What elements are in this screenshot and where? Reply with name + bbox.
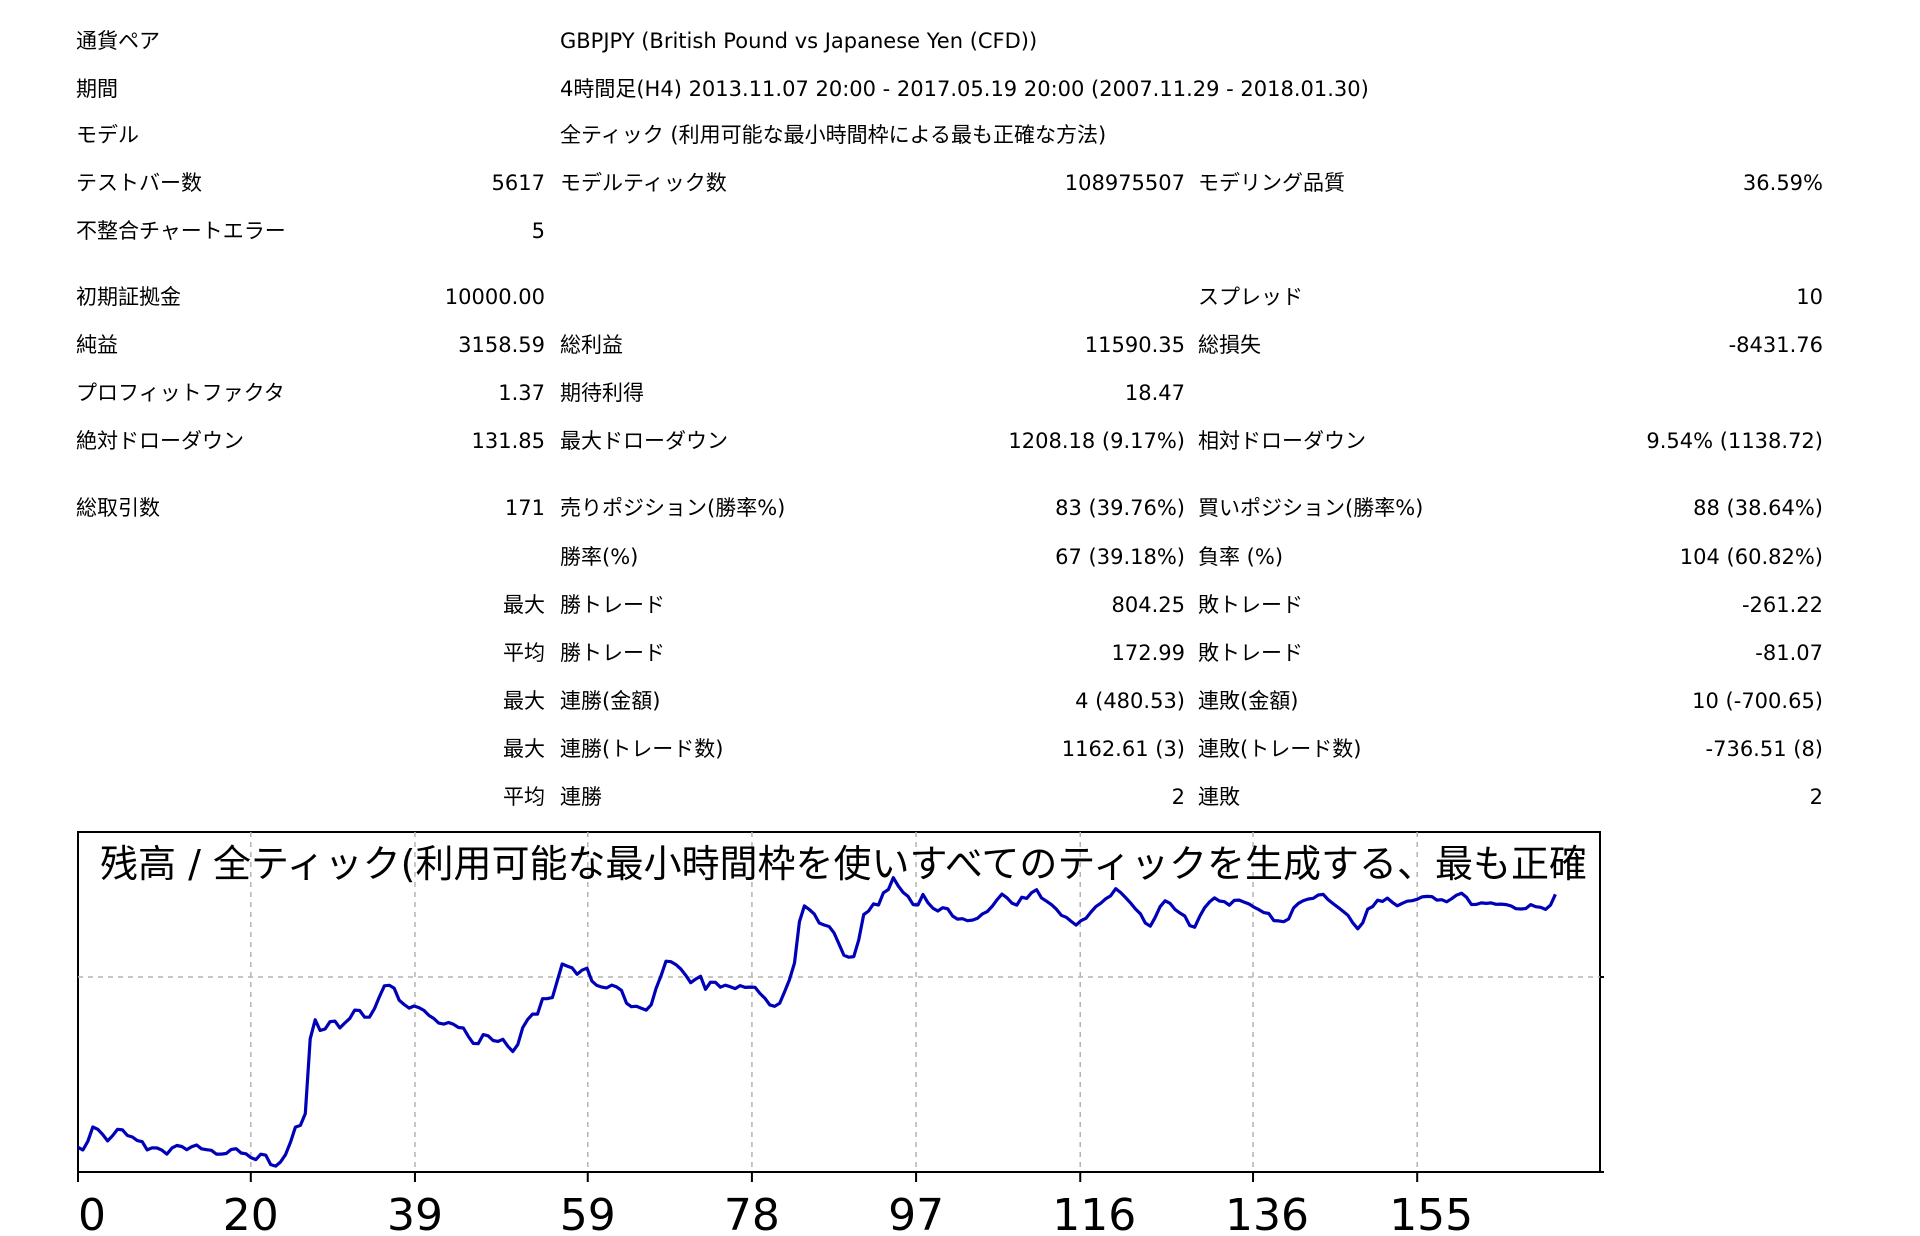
report-l2-row-3: モデルティック数: [560, 171, 727, 195]
report-v1-row-5: 10000.00: [444, 285, 545, 309]
report-v2-row-10: 67 (39.18%): [1055, 545, 1185, 569]
report-l2-row-14: 連勝(トレード数): [560, 737, 724, 761]
report-v1-row-4: 5: [531, 219, 545, 243]
report-l2-row-2: 全ティック (利用可能な最小時間枠による最も正確な方法): [560, 123, 1107, 147]
x-tick-label: 59: [560, 1190, 616, 1236]
x-tick-label: 116: [1052, 1190, 1136, 1236]
report-v2-row-14: 1162.61 (3): [1061, 737, 1185, 761]
chart-title: 残高 / 全ティック(利用可能な最小時間枠を使いすべてのティックを生成する、最も…: [100, 842, 1590, 886]
report-v1-row-13: 最大: [503, 689, 545, 713]
report-v2-row-6: 11590.35: [1084, 333, 1185, 357]
report-v3-row-5: 10: [1796, 285, 1823, 309]
report-v3-row-9: 88 (38.64%): [1693, 496, 1823, 520]
balance-chart-svg: 02039597897116136155975711673: [77, 831, 1604, 1236]
report-v1-row-8: 131.85: [471, 429, 545, 453]
report-v3-row-12: -81.07: [1755, 641, 1823, 665]
report-v2-row-13: 4 (480.53): [1075, 689, 1185, 713]
report-l1-row-2: モデル: [76, 123, 139, 147]
x-tick-label: 20: [223, 1190, 279, 1236]
report-v1-row-3: 5617: [491, 171, 545, 195]
chart-plot-frame: [77, 831, 1601, 1173]
x-tick-label: 136: [1225, 1190, 1309, 1236]
report-l2-row-11: 勝トレード: [560, 593, 665, 617]
x-tick-label: 97: [888, 1190, 944, 1236]
report-l2-row-13: 連勝(金額): [560, 689, 661, 713]
report-l3-row-14: 連敗(トレード数): [1198, 737, 1362, 761]
report-l3-row-5: スプレッド: [1198, 285, 1303, 309]
report-v3-row-8: 9.54% (1138.72): [1646, 429, 1823, 453]
report-l2-row-6: 総利益: [560, 333, 623, 357]
report-l1-row-5: 初期証拠金: [76, 285, 181, 309]
report-l2-row-12: 勝トレード: [560, 641, 665, 665]
x-tick-label: 0: [78, 1190, 106, 1236]
report-l3-row-10: 負率 (%): [1198, 545, 1284, 569]
report-l1-row-3: テストバー数: [76, 171, 202, 195]
report-l3-row-15: 連敗: [1198, 785, 1240, 809]
report-v1-row-6: 3158.59: [458, 333, 545, 357]
report-v2-row-3: 108975507: [1064, 171, 1185, 195]
report-v3-row-15: 2: [1809, 785, 1823, 809]
report-l3-row-3: モデリング品質: [1198, 171, 1345, 195]
report-l3-row-6: 総損失: [1198, 333, 1261, 357]
x-tick-label: 39: [387, 1190, 443, 1236]
report-l2-row-0: GBPJPY (British Pound vs Japanese Yen (C…: [560, 29, 1038, 53]
report-v2-row-9: 83 (39.76%): [1055, 496, 1185, 520]
report-v2-row-11: 804.25: [1111, 593, 1185, 617]
report-l1-row-8: 絶対ドローダウン: [76, 429, 244, 453]
report-v1-row-7: 1.37: [498, 381, 545, 405]
report-v1-row-9: 171: [504, 496, 545, 520]
report-l1-row-9: 総取引数: [76, 496, 160, 520]
report-l3-row-12: 敗トレード: [1198, 641, 1303, 665]
x-tick-label: 155: [1389, 1190, 1473, 1236]
report-l3-row-9: 買いポジション(勝率%): [1198, 496, 1424, 520]
report-l2-row-8: 最大ドローダウン: [560, 429, 728, 453]
report-l1-row-7: プロフィットファクタ: [76, 381, 285, 405]
report-v3-row-11: -261.22: [1741, 593, 1823, 617]
report-v1-row-11: 最大: [503, 593, 545, 617]
report-l2-row-1: 4時間足(H4) 2013.11.07 20:00 - 2017.05.19 2…: [560, 77, 1369, 101]
report-v3-row-13: 10 (-700.65): [1692, 689, 1823, 713]
report-v2-row-8: 1208.18 (9.17%): [1008, 429, 1185, 453]
report-l1-row-6: 純益: [76, 333, 118, 357]
report-l2-row-7: 期待利得: [560, 381, 644, 405]
report-v2-row-15: 2: [1171, 785, 1185, 809]
report-l1-row-0: 通貨ペア: [76, 29, 160, 53]
report-l2-row-10: 勝率(%): [560, 545, 639, 569]
report-l3-row-11: 敗トレード: [1198, 593, 1303, 617]
report-l1-row-4: 不整合チャートエラー: [76, 219, 286, 243]
x-tick-label: 78: [724, 1190, 780, 1236]
report-v2-row-7: 18.47: [1124, 381, 1185, 405]
report-v2-row-12: 172.99: [1111, 641, 1185, 665]
report-v3-row-6: -8431.76: [1728, 333, 1823, 357]
balance-chart: 02039597897116136155975711673: [74, 826, 1604, 1236]
report-v1-row-15: 平均: [503, 785, 545, 809]
report-l2-row-15: 連勝: [560, 785, 602, 809]
report-v3-row-14: -736.51 (8): [1705, 737, 1823, 761]
report-l3-row-8: 相対ドローダウン: [1198, 429, 1366, 453]
report-v3-row-3: 36.59%: [1742, 171, 1823, 195]
report-v1-row-12: 平均: [503, 641, 545, 665]
report-l3-row-13: 連敗(金額): [1198, 689, 1299, 713]
report-l1-row-1: 期間: [76, 77, 118, 101]
report-v1-row-14: 最大: [503, 737, 545, 761]
report-l2-row-9: 売りポジション(勝率%): [560, 496, 786, 520]
report-v3-row-10: 104 (60.82%): [1679, 545, 1823, 569]
balance-line: [77, 876, 1557, 1168]
